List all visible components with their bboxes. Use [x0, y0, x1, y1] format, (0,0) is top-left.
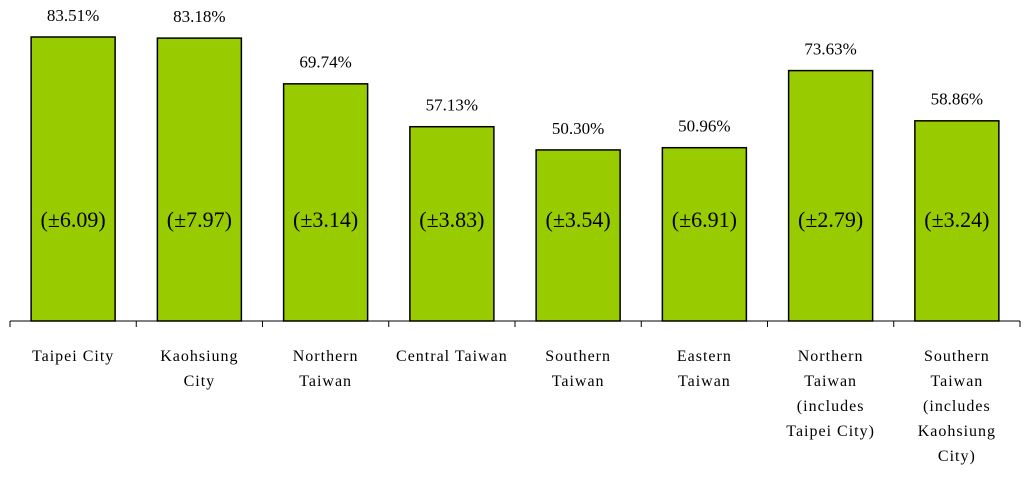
x-tick-label: Central Taiwan [396, 348, 508, 365]
x-tick-label: Northern Taiwan (includes Taipei City) [786, 348, 875, 440]
error-label: (±3.54) [546, 207, 611, 232]
error-label: (±3.83) [419, 207, 484, 232]
x-tick-label: Northern Taiwan [292, 348, 359, 390]
x-tick-label: Southern Taiwan (includes Kaohsiung City… [917, 348, 997, 465]
bar [914, 120, 1000, 322]
error-label: (±3.14) [293, 207, 358, 232]
value-label: 50.96% [678, 117, 730, 136]
error-label: (±7.97) [167, 207, 232, 232]
x-tick-label: Taipei City [31, 348, 115, 365]
error-label: (±2.79) [798, 207, 863, 232]
value-label: 57.13% [426, 96, 478, 115]
bar [30, 36, 116, 322]
error-label: (±6.09) [41, 207, 106, 232]
value-label: 69.74% [299, 53, 351, 72]
error-label: (±3.24) [924, 207, 989, 232]
bar [661, 146, 748, 322]
bar [156, 37, 243, 322]
value-label: 73.63% [804, 40, 856, 59]
value-label: 83.18% [173, 7, 225, 26]
bar [282, 83, 369, 322]
error-label: (±6.91) [672, 207, 737, 232]
value-label: 58.86% [931, 90, 983, 109]
bar [535, 149, 621, 322]
x-tick-label: Eastern Taiwan [676, 348, 732, 390]
bar [787, 69, 874, 322]
x-tick-label: Southern Taiwan [545, 348, 612, 390]
x-tick-label: Kaohsiung City [160, 348, 239, 390]
bar [409, 125, 495, 322]
value-label: 83.51% [47, 6, 99, 25]
value-label: 50.30% [552, 119, 604, 138]
